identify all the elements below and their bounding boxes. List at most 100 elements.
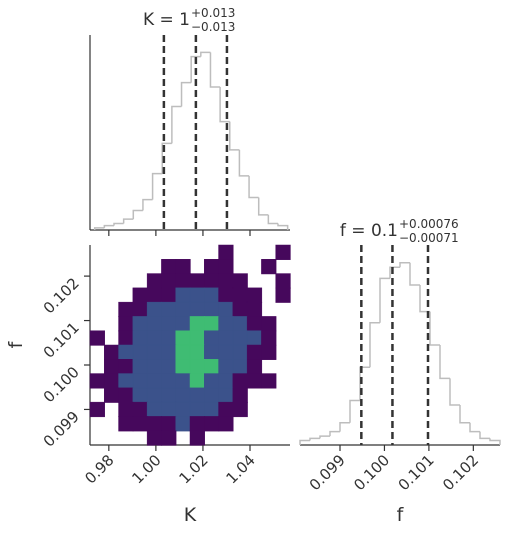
density-cell xyxy=(161,373,177,389)
y-tick-label: 0.102 xyxy=(40,274,83,317)
density-cell xyxy=(232,316,248,332)
hist-bin xyxy=(439,345,450,380)
density-cell xyxy=(275,273,291,289)
density-cell xyxy=(204,287,220,303)
density-cell xyxy=(89,373,105,389)
density-cell xyxy=(146,330,163,346)
density-cell xyxy=(175,401,191,418)
x-tick-label: 0.099 xyxy=(306,451,349,494)
density-cell xyxy=(146,359,163,375)
density-cell xyxy=(146,430,163,446)
density-cell xyxy=(218,316,234,332)
x-label: f xyxy=(397,504,405,526)
density-cell xyxy=(232,387,248,403)
density-cell xyxy=(104,387,120,403)
density-cell xyxy=(204,416,220,432)
hist-bin xyxy=(339,422,350,432)
density-cell xyxy=(161,344,177,360)
density-cell xyxy=(218,330,234,346)
density-cell xyxy=(132,416,148,432)
density-cell xyxy=(146,301,163,318)
density-cell xyxy=(132,316,148,332)
hist-bin xyxy=(309,437,320,441)
hist-bin xyxy=(489,438,501,445)
density-cell xyxy=(204,330,220,346)
hist-bin xyxy=(238,149,250,177)
density-cell xyxy=(146,401,163,418)
density-cell xyxy=(275,244,291,260)
density-cell xyxy=(189,359,205,375)
density-cell xyxy=(118,330,134,346)
hist-bin xyxy=(399,262,410,268)
density-cell xyxy=(118,373,134,389)
density-cell xyxy=(189,416,205,432)
density-cell xyxy=(118,387,134,403)
density-cell xyxy=(132,330,148,346)
hist-bin xyxy=(122,218,134,224)
density-cell xyxy=(218,344,234,360)
density-cell xyxy=(118,416,134,432)
density-cell xyxy=(218,301,234,318)
hist-bin xyxy=(103,224,114,228)
density-cell xyxy=(189,373,205,389)
hist-bin xyxy=(180,81,192,107)
density-cell xyxy=(161,259,177,275)
density-cell xyxy=(232,359,248,375)
density-cell xyxy=(232,344,248,360)
density-cell xyxy=(132,401,148,418)
density-cell xyxy=(218,359,234,375)
hist-bin xyxy=(449,378,460,406)
hist-bin xyxy=(469,422,480,433)
density-cell xyxy=(261,373,277,389)
density-cell xyxy=(232,273,248,289)
density-cell xyxy=(132,344,148,360)
density-cell xyxy=(175,259,191,275)
hist-bin xyxy=(151,172,163,200)
hist-bin xyxy=(429,311,440,346)
title-upper: +0.00076 xyxy=(399,217,459,231)
density-cell xyxy=(175,416,191,432)
density-cell xyxy=(175,330,191,346)
hist-bin xyxy=(132,209,143,220)
density-cell xyxy=(146,373,163,389)
density-cell xyxy=(246,330,263,346)
density-cell xyxy=(218,259,234,275)
density-cell xyxy=(232,373,248,389)
density-cell xyxy=(218,387,234,403)
density-cell xyxy=(89,401,105,418)
title: K = 1 xyxy=(143,10,190,30)
hist-bin xyxy=(369,322,380,368)
density-cell xyxy=(204,401,220,418)
density-cell xyxy=(132,301,148,318)
density-cell xyxy=(232,287,248,303)
density-cell xyxy=(118,301,134,318)
title: f = 0.1 xyxy=(340,221,398,241)
x-label: K xyxy=(184,504,197,526)
density-cell xyxy=(275,287,291,303)
hist-bin xyxy=(161,142,172,174)
density-cell xyxy=(246,373,263,389)
hist-bin xyxy=(349,399,360,423)
density-cell xyxy=(146,387,163,403)
x-tick-label: 1.00 xyxy=(128,451,164,487)
density-cell xyxy=(218,273,234,289)
density-cell xyxy=(175,387,191,403)
hist-bin xyxy=(142,198,153,211)
x-tick-label: 1.04 xyxy=(222,451,258,487)
hist-bin xyxy=(267,214,278,225)
density-cell xyxy=(132,373,148,389)
density-cell xyxy=(175,273,191,289)
density-cell xyxy=(118,316,134,332)
density-cell xyxy=(161,330,177,346)
density-cell xyxy=(146,316,163,332)
density-cell xyxy=(204,344,220,360)
density-cell xyxy=(104,373,120,389)
density-cell xyxy=(104,359,120,375)
density-cell xyxy=(146,416,163,432)
y-label: f xyxy=(5,340,27,348)
hist-bin xyxy=(171,105,182,144)
density-cell xyxy=(189,430,205,446)
density-cell xyxy=(204,359,220,375)
density-cell xyxy=(246,359,263,375)
hist-bin xyxy=(479,431,490,440)
